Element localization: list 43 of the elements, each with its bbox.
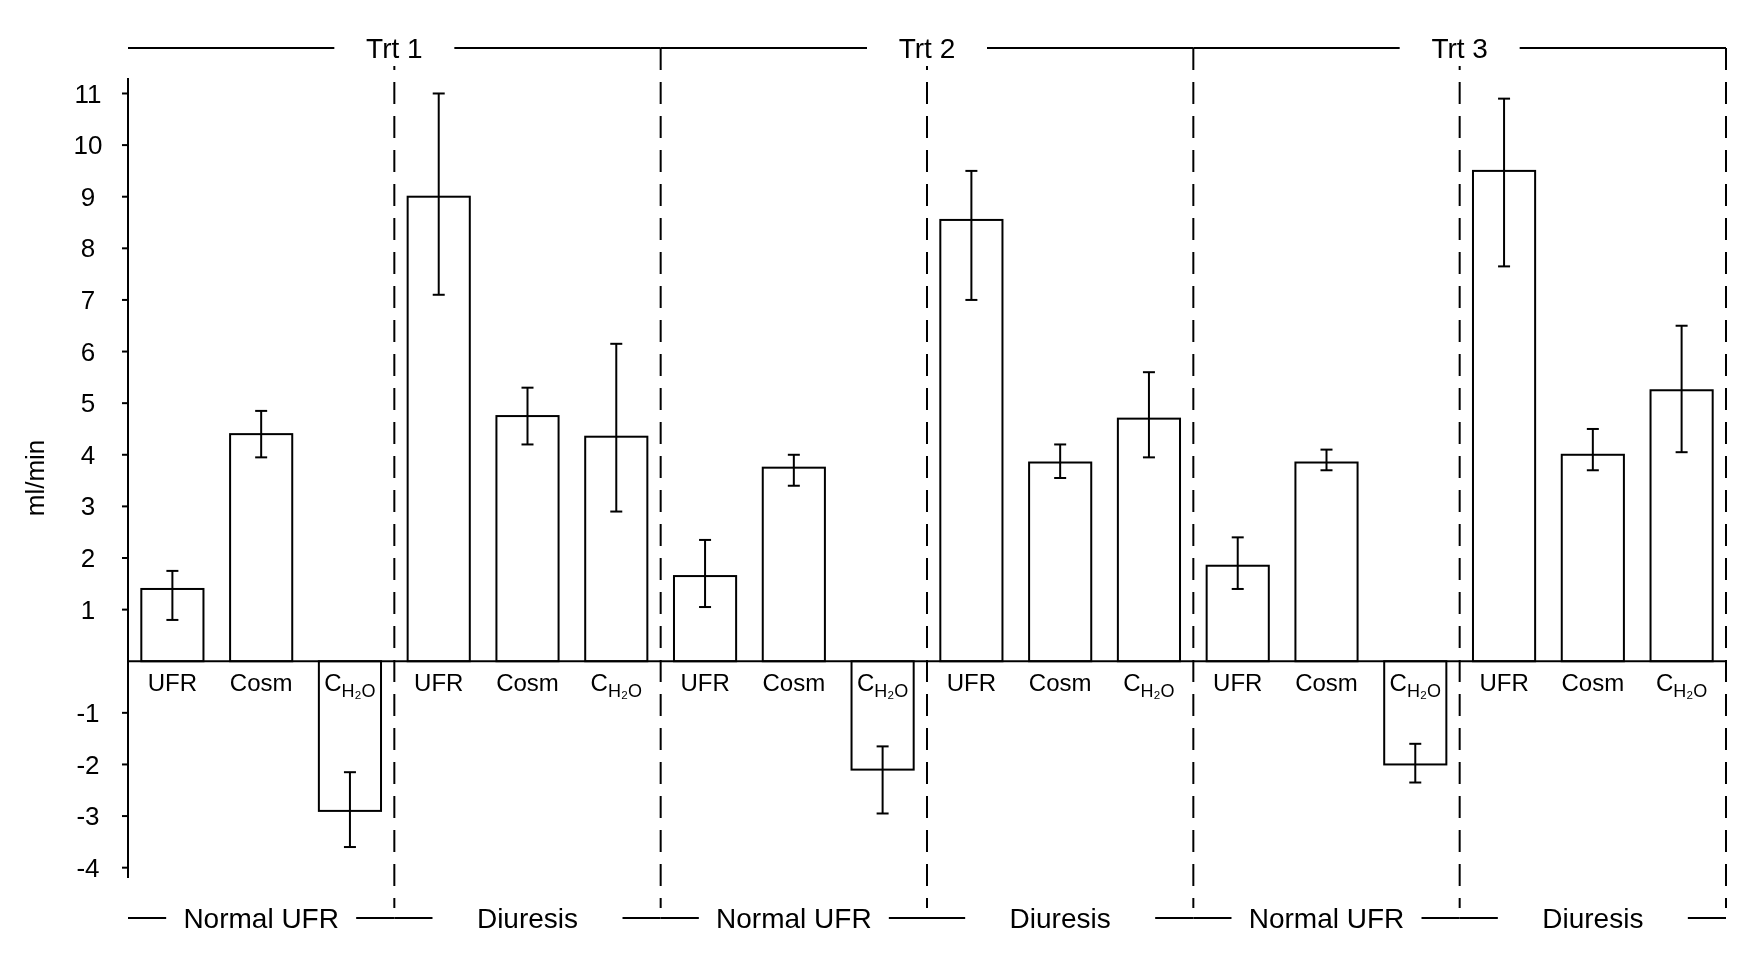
x-tick-label: C$_{H₂O}$ bbox=[324, 669, 376, 702]
x-tick-label: C$_{H₂O}$ bbox=[1123, 669, 1175, 702]
x-tick-label: C$_{H₂O}$ bbox=[590, 669, 642, 702]
x-tick-label: Cosm bbox=[1295, 669, 1358, 697]
x-tick-label: C$_{H₂O}$ bbox=[1389, 669, 1441, 702]
x-tick-label: UFR bbox=[1213, 669, 1263, 697]
x-tick-label: UFR bbox=[1479, 669, 1529, 697]
x-tick-label: Cosm bbox=[762, 669, 826, 697]
y-tick-label: 1 bbox=[80, 594, 96, 625]
y-tick-label: 9 bbox=[80, 181, 96, 212]
x-tick-label: Cosm bbox=[1561, 669, 1625, 697]
y-axis-title: ml/min bbox=[20, 439, 50, 517]
y-tick-label: 2 bbox=[80, 543, 96, 574]
x-tick-label: Cosm bbox=[229, 669, 293, 697]
y-tick-label: -2 bbox=[76, 749, 100, 780]
x-tick-label: UFR bbox=[680, 669, 730, 697]
y-tick-label: 5 bbox=[80, 388, 96, 419]
text: Normal UFR bbox=[183, 902, 339, 934]
text: Trt 1 bbox=[366, 32, 423, 64]
x-tick-label: C$_{H₂O}$ bbox=[856, 669, 909, 702]
text: Trt 2 bbox=[898, 32, 956, 64]
text: Normal UFR bbox=[1248, 902, 1405, 934]
x-tick-label: Cosm bbox=[496, 669, 559, 697]
x-tick-label: UFR bbox=[946, 669, 997, 697]
y-tick-label: -4 bbox=[76, 852, 100, 883]
y-tick-label: -1 bbox=[76, 697, 100, 728]
text: Diuresis bbox=[1009, 902, 1111, 934]
x-tick-label: C$_{H₂O}$ bbox=[1655, 669, 1708, 702]
y-tick-label: 10 bbox=[73, 130, 103, 161]
y-tick-label: 8 bbox=[80, 233, 96, 264]
y-tick-label: 11 bbox=[74, 78, 102, 109]
y-tick-label: 6 bbox=[80, 336, 96, 367]
text: Trt 3 bbox=[1431, 32, 1488, 64]
y-tick-label: 7 bbox=[80, 285, 96, 316]
y-tick-label: -3 bbox=[76, 801, 100, 832]
y-tick-label: 4 bbox=[80, 439, 96, 470]
text: Normal UFR bbox=[716, 902, 872, 934]
x-tick-label: UFR bbox=[414, 669, 464, 697]
text: Diuresis bbox=[1542, 902, 1644, 934]
x-tick-label: UFR bbox=[147, 669, 198, 697]
text: Diuresis bbox=[476, 902, 579, 934]
y-tick-label: 3 bbox=[80, 491, 96, 522]
x-tick-label: Cosm bbox=[1028, 669, 1092, 697]
